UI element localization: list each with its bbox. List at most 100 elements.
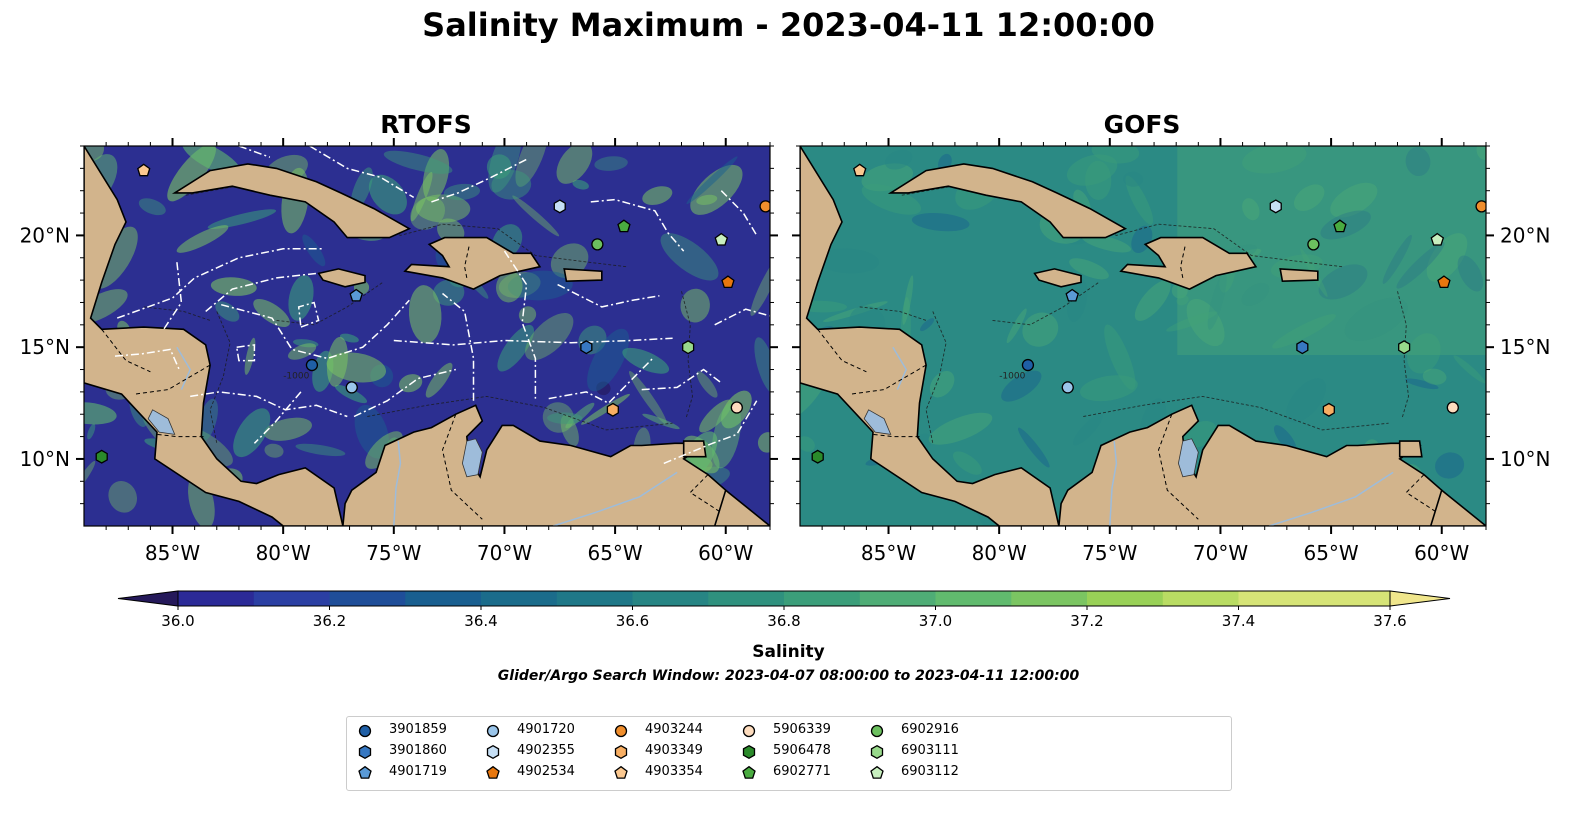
pentagon-icon [870, 765, 884, 779]
colorbar-segment [1087, 591, 1164, 606]
lon-tick-label: 85°W [861, 541, 916, 565]
colorbar-segment [481, 591, 558, 606]
salinity-patch [816, 248, 880, 274]
country-border [689, 474, 722, 514]
salinity-patch [1085, 160, 1112, 200]
salinity-patch [264, 417, 312, 441]
salinity-patch [1069, 258, 1109, 280]
colorbar-tick-label: 36.6 [616, 612, 649, 630]
salinity-patch [628, 371, 667, 425]
salinity-patch [902, 275, 914, 325]
salinity-patch [264, 443, 284, 458]
salinity-patch [952, 451, 982, 475]
colorbar-segment [405, 591, 482, 606]
float-marker-4901719 [349, 288, 363, 302]
lat-tick-label: 15°N [1500, 335, 1550, 359]
hexagon-icon [870, 744, 884, 760]
salinity-patch [1104, 324, 1136, 390]
salinity-patch [525, 312, 574, 361]
lon-tick-label: 60°W [1414, 541, 1469, 565]
float-marker-4903349 [1322, 402, 1335, 417]
bathymetry-contour [1083, 395, 1389, 431]
salinity-patch [861, 163, 914, 192]
lon-tick-label: 80°W [972, 541, 1027, 565]
colorbar-segment [1314, 591, 1391, 606]
salinity-patch [1022, 312, 1059, 347]
land-southAmerica [1058, 404, 1486, 526]
salinity-patch [1125, 175, 1154, 225]
float-marker-4903354 [137, 163, 151, 177]
salinity-patch [572, 179, 589, 190]
float-marker-4902355 [1269, 199, 1282, 214]
country-border [134, 364, 211, 395]
float-marker-6902771 [617, 219, 631, 233]
salinity-patch [1286, 378, 1327, 423]
salinity-patch [1396, 242, 1445, 289]
bathymetry-contour [143, 306, 211, 321]
salinity-patch [884, 149, 913, 170]
eez-boundary [190, 391, 348, 418]
colorbar-tick-label: 36.0 [161, 612, 194, 630]
legend-label: 4901719 [389, 764, 447, 779]
hexagon-icon [614, 744, 628, 760]
eez-boundary [393, 337, 673, 346]
lat-tick-label: 20°N [20, 223, 70, 247]
legend-label: 4902355 [517, 743, 575, 758]
lon-tick-label: 70°W [1193, 541, 1248, 565]
float-legend: 3901859 3901860 4901719 4901720 4902355 49025… [346, 716, 1232, 791]
float-marker-6902916 [1307, 238, 1320, 251]
salinity-patch [711, 402, 742, 469]
lat-tick-label: 10°N [1500, 447, 1550, 471]
colorbar-segment [784, 591, 861, 606]
land-cuba [887, 163, 1128, 239]
lon-tick-label: 65°W [587, 541, 642, 565]
salinity-patch [1435, 452, 1465, 479]
bathymetry-contour [185, 181, 627, 268]
circle-marker-icon [742, 724, 756, 738]
lat-tick-label: 15°N [20, 335, 70, 359]
search-window-caption: Glider/Argo Search Window: 2023-04-07 08… [497, 668, 1080, 684]
lon-tick-label: 75°W [1082, 541, 1137, 565]
salinity-patch [408, 285, 442, 344]
river [552, 471, 678, 526]
land-hispaniola [1119, 236, 1258, 290]
lon-tick-label: 80°W [256, 541, 311, 565]
pentagon-icon [742, 765, 756, 779]
legend-label: 5906339 [773, 722, 831, 737]
pentagon-marker-icon [614, 765, 628, 779]
salinity-patch [594, 156, 628, 171]
float-marker-6902771 [1333, 219, 1347, 233]
colorbar-extend-max [1389, 590, 1451, 607]
salinity-patch [182, 146, 241, 176]
float-marker-4901719 [1065, 288, 1079, 302]
colorbar-tick-label: 37.6 [1373, 612, 1406, 630]
lat-tick-label: 10°N [20, 447, 70, 471]
eez-boundary [116, 248, 323, 319]
salinity-patch [1405, 147, 1431, 177]
float-marker-5906478 [811, 449, 824, 464]
circle-icon [486, 724, 500, 738]
salinity-patch [686, 156, 738, 205]
salinity-patch [1318, 264, 1368, 300]
lon-tick-label: 75°W [366, 541, 421, 565]
eez-boundary [221, 299, 410, 360]
salinity-patch [497, 324, 535, 372]
eez-boundary [663, 400, 758, 465]
salinity-patch [696, 371, 718, 398]
salinity-patch [1344, 297, 1408, 341]
colorbar-segment [708, 591, 785, 606]
panel-title-rtofs: RTOFS [380, 110, 472, 139]
legend-label: 4903354 [645, 764, 703, 779]
eez-boundary [720, 190, 758, 236]
country-border [872, 433, 920, 438]
salinity-patch [1072, 413, 1103, 446]
pentagon-icon [614, 765, 628, 779]
river [176, 346, 192, 390]
country-border [850, 364, 927, 395]
salinity-patch [1382, 234, 1412, 284]
circle-marker-icon [486, 724, 500, 738]
salinity-patch [928, 412, 993, 445]
bathymetry-contour [859, 306, 927, 321]
contour-label: -1000 [283, 372, 309, 382]
lon-tick-label: 65°W [1303, 541, 1358, 565]
